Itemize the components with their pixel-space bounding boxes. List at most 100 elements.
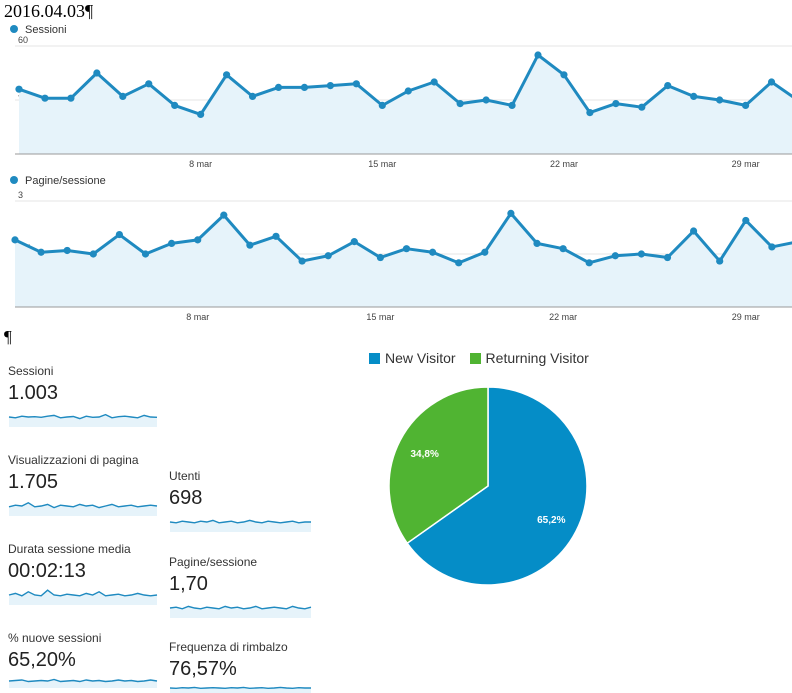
data-point[interactable] [638, 103, 646, 111]
y-tick-label: 3 [18, 190, 23, 200]
metric-avg-session-duration: Durata sessione media 00:02:13 [8, 542, 158, 605]
sparkline-line [8, 678, 158, 683]
data-point[interactable] [93, 69, 101, 77]
data-point[interactable] [690, 92, 698, 100]
metric-new-sessions-pct: % nuove sessioni 65,20% [8, 631, 158, 688]
data-point[interactable] [15, 85, 23, 93]
legend-label: Returning Visitor [485, 350, 589, 366]
data-point[interactable] [559, 245, 567, 253]
x-tick-label: 22 mar [550, 159, 578, 169]
data-point[interactable] [586, 109, 594, 117]
data-point[interactable] [378, 101, 386, 109]
data-point[interactable] [663, 253, 672, 262]
metric-label: Utenti [169, 469, 201, 483]
metric-pageviews: Visualizzazioni di pagina 1.705 [8, 453, 158, 516]
data-point[interactable] [716, 96, 724, 104]
data-point[interactable] [272, 232, 280, 240]
data-point[interactable] [585, 259, 593, 267]
data-point[interactable] [742, 216, 750, 225]
data-point[interactable] [534, 51, 542, 59]
series-legend-label: Sessioni [25, 24, 67, 36]
pie-slice-new-visitor[interactable] [406, 386, 588, 586]
metric-label: Frequenza di rimbalzo [169, 640, 288, 654]
legend-item-returning-visitor[interactable]: Returning Visitor [469, 350, 589, 366]
data-point[interactable] [298, 257, 306, 265]
data-point[interactable] [141, 250, 150, 258]
data-point[interactable] [404, 87, 412, 95]
data-point[interactable] [223, 71, 231, 79]
data-point[interactable] [533, 239, 541, 247]
pie-slice-returning-visitor[interactable] [388, 386, 489, 545]
data-point[interactable] [197, 110, 205, 118]
data-point[interactable] [560, 71, 568, 79]
data-point[interactable] [300, 83, 309, 91]
data-point[interactable] [326, 82, 334, 90]
metric-label: % nuove sessioni [8, 631, 102, 645]
data-point[interactable] [11, 236, 19, 244]
series-area [15, 213, 792, 307]
data-point[interactable] [63, 246, 71, 255]
data-point[interactable] [742, 101, 750, 109]
data-point[interactable] [194, 236, 202, 244]
data-point[interactable] [246, 241, 254, 249]
data-point[interactable] [455, 259, 463, 267]
data-point[interactable] [716, 257, 724, 265]
sparkline-area [9, 590, 157, 605]
data-point[interactable] [768, 243, 776, 251]
data-point[interactable] [429, 248, 437, 256]
metric-sessions: Sessioni 1.003 [8, 364, 158, 427]
data-point[interactable] [89, 250, 97, 258]
metric-sparkline [169, 519, 311, 532]
data-point[interactable] [507, 209, 515, 217]
data-point[interactable] [171, 101, 179, 109]
data-point[interactable] [767, 78, 776, 86]
document-date-title: 2016.04.03¶ [4, 1, 94, 21]
sparkline-line [8, 589, 158, 597]
data-point[interactable] [119, 92, 127, 100]
data-point[interactable] [664, 82, 672, 90]
data-point[interactable] [350, 238, 358, 246]
legend-item-new-visitor[interactable]: New Visitor [369, 350, 456, 366]
data-point[interactable] [690, 227, 698, 235]
data-point[interactable] [248, 92, 257, 100]
metric-sparkline [8, 589, 158, 605]
data-point[interactable] [220, 211, 228, 219]
data-point[interactable] [481, 248, 489, 256]
data-point[interactable] [352, 80, 360, 88]
data-point[interactable] [611, 252, 619, 260]
metric-sparkline [8, 678, 158, 688]
data-point[interactable] [41, 94, 49, 102]
metric-value: 1.705 [8, 471, 59, 493]
x-tick-label: 29 mar [732, 159, 760, 169]
data-point[interactable] [508, 101, 516, 109]
metric-users: Utenti 698 [169, 469, 312, 532]
series-legend-dot [10, 176, 18, 184]
metric-value: 1.003 [8, 382, 59, 404]
data-point[interactable] [402, 245, 411, 253]
data-point[interactable] [324, 252, 332, 260]
x-tick-label: 15 mar [368, 159, 396, 169]
pie-legend: New Visitor Returning Visitor [369, 350, 589, 366]
data-point[interactable] [637, 250, 646, 258]
data-point[interactable] [456, 100, 464, 108]
data-point[interactable] [67, 94, 75, 102]
data-point[interactable] [482, 96, 490, 104]
data-point[interactable] [274, 83, 283, 91]
sparkline-area [170, 606, 311, 618]
pie-slice-label: 65,2% [537, 515, 565, 526]
sparkline-line [169, 686, 311, 690]
data-point[interactable] [612, 100, 620, 108]
data-point[interactable] [37, 248, 45, 256]
data-point[interactable] [376, 253, 384, 262]
data-point[interactable] [430, 78, 438, 86]
data-point[interactable] [168, 239, 176, 247]
metric-pages-per-session: Pagine/sessione 1,70 [169, 555, 312, 618]
metric-value: 1,70 [169, 573, 208, 595]
x-tick-label: 22 mar [549, 312, 577, 322]
data-point[interactable] [115, 230, 123, 239]
x-tick-label: 8 mar [186, 312, 209, 322]
data-point[interactable] [145, 80, 153, 88]
metric-value: 00:02:13 [8, 560, 86, 582]
series-legend-dot [10, 25, 18, 33]
sparkline-line [8, 501, 158, 509]
